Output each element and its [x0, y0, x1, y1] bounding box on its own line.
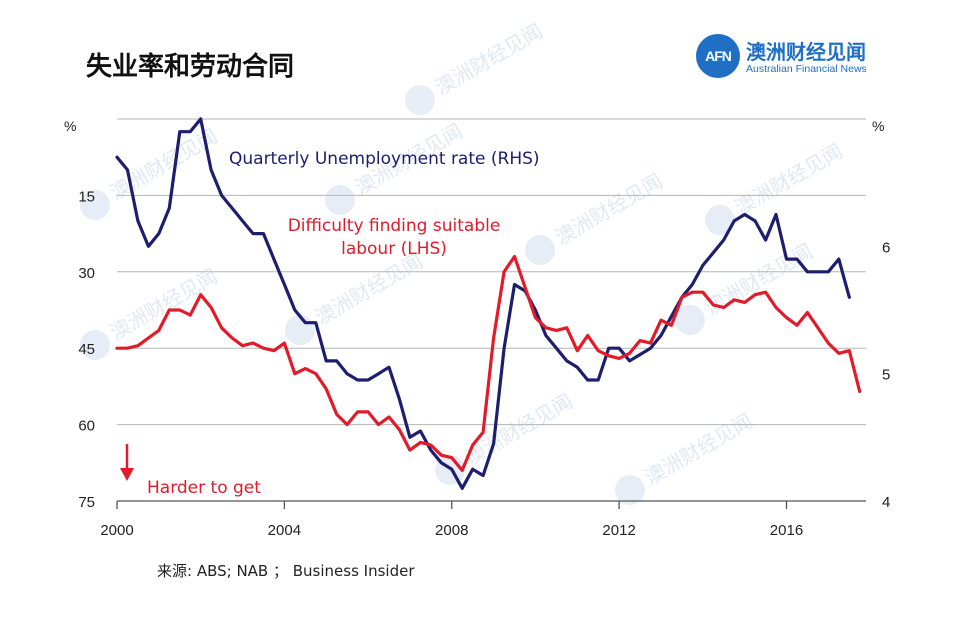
series-line-labour-difficulty: [115, 254, 862, 472]
x-tick-label: 2008: [435, 522, 468, 539]
x-tick-label: 2016: [770, 522, 803, 539]
afn-logo-icon: AFN: [696, 34, 740, 78]
right-tick-label: 6: [882, 239, 890, 256]
watermark-icon: [80, 190, 110, 220]
down-arrow-head-icon: [120, 468, 134, 481]
x-tick-label: 2012: [602, 522, 635, 539]
watermark-text: 澳洲财经见闻: [461, 389, 577, 470]
right-tick-label: 5: [882, 367, 890, 384]
left-tick-label: 15: [78, 188, 95, 205]
watermark-text: 澳洲财经见闻: [731, 139, 847, 220]
left-tick-label: 45: [78, 341, 95, 358]
annotation-harder-to-get: Harder to get: [147, 478, 261, 498]
series-line-unemployment: [115, 117, 851, 490]
watermark: 澳洲财经见闻: [285, 249, 427, 345]
x-tick-label: 2004: [268, 522, 301, 539]
left-tick-label: 75: [78, 494, 95, 511]
watermark: 澳洲财经见闻: [80, 264, 222, 360]
afn-logo: AFN 澳洲财经见闻 Australian Financial News: [696, 34, 896, 82]
watermark: 澳洲财经见闻: [405, 19, 547, 115]
watermark-icon: [405, 85, 435, 115]
right-axis-unit: %: [872, 118, 884, 134]
watermark: 澳洲财经见闻: [615, 409, 757, 505]
watermark-text: 澳洲财经见闻: [431, 19, 547, 100]
series-label-unemployment: Quarterly Unemployment rate (RHS): [229, 149, 540, 169]
series-label-labour-difficulty: Difficulty finding suitable: [288, 216, 501, 236]
watermark-icon: [80, 330, 110, 360]
watermark: 澳洲财经见闻: [435, 389, 577, 485]
watermark-icon: [525, 235, 555, 265]
series-lines: [115, 117, 862, 490]
watermark-icon: [675, 305, 705, 335]
left-axis-unit: %: [64, 118, 76, 134]
watermark: 澳洲财经见闻: [705, 139, 847, 235]
watermark-text: 澳洲财经见闻: [106, 264, 222, 345]
watermark-text: 澳洲财经见闻: [551, 169, 667, 250]
source-note: 来源: ABS; NAB ； Business Insider: [157, 562, 415, 580]
watermark-text: 澳洲财经见闻: [311, 249, 427, 330]
left-tick-label: 30: [78, 265, 95, 282]
watermark-icon: [705, 205, 735, 235]
right-tick-label: 4: [882, 494, 890, 511]
logo-name-cn: 澳洲财经见闻: [746, 40, 866, 64]
watermark: 澳洲财经见闻: [80, 124, 222, 220]
left-tick-label: 60: [78, 418, 95, 435]
logo-name-en: Australian Financial News: [746, 63, 867, 75]
x-tick-label: 2000: [100, 522, 133, 539]
page-title: 失业率和劳动合同: [86, 52, 295, 82]
series-label-labour-difficulty: labour (LHS): [341, 239, 447, 259]
watermark-icon: [325, 185, 355, 215]
chart-labels: Quarterly Unemployment rate (RHS) Difficu…: [120, 149, 540, 498]
grid-lines: [117, 118, 866, 426]
watermark-text: 澳洲财经见闻: [641, 409, 757, 490]
watermark-icon: [615, 475, 645, 505]
watermark: 澳洲财经见闻: [525, 169, 667, 265]
